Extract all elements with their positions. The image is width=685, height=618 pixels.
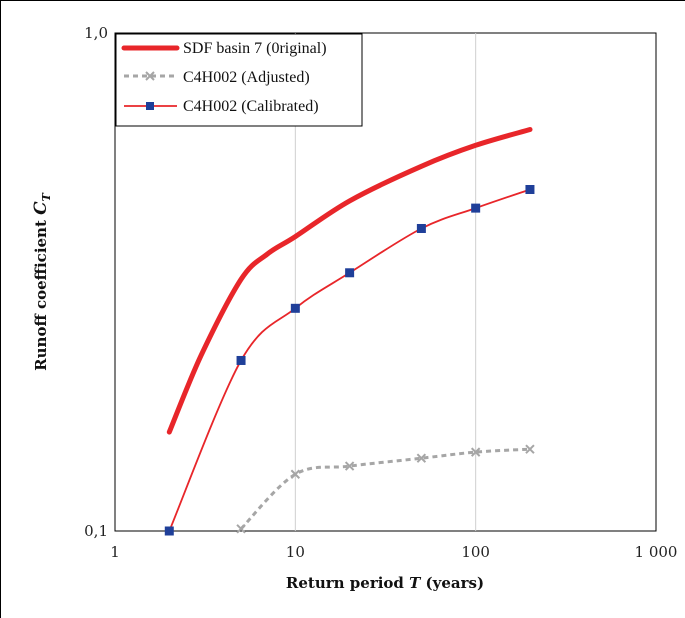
x-tick-label: 1 000 xyxy=(635,543,678,561)
tick-labels: 1 10 100 1 000 0,1 1,0 xyxy=(84,24,677,561)
x-axis-title-symbol: T xyxy=(409,574,422,592)
legend-label-c4h002-adjusted: C4H002 (Adjusted) xyxy=(183,69,310,86)
y-tick-label: 0,1 xyxy=(84,522,108,540)
series-layer xyxy=(164,127,535,536)
plot-area-border xyxy=(114,32,657,532)
data-point-c4h002-calibrated xyxy=(236,355,246,365)
data-point-c4h002-calibrated xyxy=(416,223,426,233)
data-point-c4h002-calibrated xyxy=(525,185,535,195)
data-point-c4h002-adjusted xyxy=(290,469,301,479)
legend: SDF basin 7 (0riginal) C4H002 (Adjusted)… xyxy=(115,33,363,127)
data-point-c4h002-calibrated xyxy=(345,268,355,278)
series-line-sdf-basin-7 xyxy=(166,127,533,435)
y-axis-title-symbol: C xyxy=(31,201,51,215)
x-axis-title-suffix: (years) xyxy=(420,574,484,592)
data-point-c4h002-adjusted xyxy=(525,444,535,454)
data-point-c4h002-calibrated xyxy=(164,526,174,536)
x-axis-title-prefix: Return period xyxy=(286,574,409,592)
data-point-c4h002-adjusted xyxy=(236,524,246,534)
x-tick-label: 100 xyxy=(461,543,490,561)
y-axis-title-subscript: T xyxy=(40,192,53,201)
legend-label-c4h002-calibrated: C4H002 (Calibrated) xyxy=(183,98,319,115)
data-point-c4h002-adjusted xyxy=(344,461,355,471)
legend-label-sdf-basin-7: SDF basin 7 (0riginal) xyxy=(183,40,327,57)
data-point-c4h002-adjusted xyxy=(470,447,481,457)
data-point-c4h002-calibrated xyxy=(471,203,481,213)
data-point-c4h002-calibrated xyxy=(290,303,300,313)
y-axis-title: Runoff coefficient CT xyxy=(31,192,53,370)
y-axis-title-prefix: Runoff coefficient xyxy=(32,215,50,371)
legend-marker-square-icon xyxy=(146,102,154,110)
series-line-c4h002-calibrated xyxy=(168,188,531,532)
x-axis-title: Return period T (years) xyxy=(286,574,484,592)
data-point-c4h002-adjusted xyxy=(416,453,427,463)
legend-marker-x-icon xyxy=(145,71,155,81)
y-tick-label: 1,0 xyxy=(84,24,108,42)
series-line-c4h002-adjusted xyxy=(239,447,531,530)
x-tick-label: 1 xyxy=(110,543,120,561)
x-tick-label: 10 xyxy=(286,543,305,561)
